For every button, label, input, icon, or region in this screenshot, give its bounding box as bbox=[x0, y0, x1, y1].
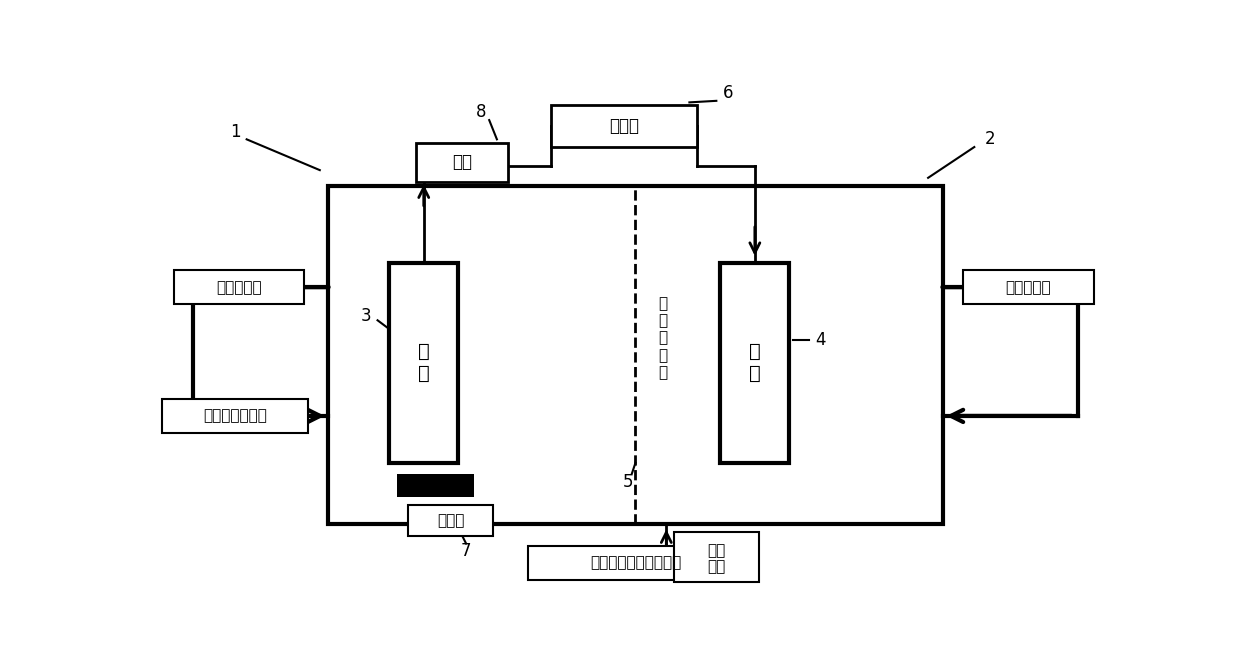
Text: 8: 8 bbox=[476, 103, 487, 121]
Bar bbox=[408, 505, 494, 536]
Text: 曝气
充氧: 曝气 充氧 bbox=[707, 544, 725, 574]
Bar bbox=[962, 270, 1094, 305]
Text: 3: 3 bbox=[361, 307, 371, 325]
Bar bbox=[720, 263, 790, 463]
Text: 1: 1 bbox=[229, 123, 241, 141]
Bar bbox=[397, 474, 474, 498]
Text: 阳
极: 阳 极 bbox=[418, 342, 429, 383]
Bar bbox=[551, 105, 697, 147]
Bar bbox=[389, 263, 459, 463]
Text: 电子: 电子 bbox=[453, 153, 472, 171]
Text: 双室型微生物燃料电池: 双室型微生物燃料电池 bbox=[590, 556, 681, 570]
Text: 2: 2 bbox=[985, 130, 994, 148]
Bar bbox=[417, 143, 508, 181]
Text: 6: 6 bbox=[723, 84, 733, 102]
Bar bbox=[174, 270, 304, 305]
Text: 阴极室出水: 阴极室出水 bbox=[1006, 279, 1052, 295]
Text: 阴
极: 阴 极 bbox=[749, 342, 760, 383]
Text: 含氮硫污水进水: 含氮硫污水进水 bbox=[203, 408, 267, 424]
Text: 7: 7 bbox=[461, 542, 471, 560]
Bar bbox=[162, 399, 309, 434]
Bar bbox=[327, 185, 944, 524]
Text: 质
子
交
换
膜: 质 子 交 换 膜 bbox=[658, 295, 667, 380]
Text: 4: 4 bbox=[815, 331, 826, 349]
Bar bbox=[675, 532, 759, 582]
Text: 5: 5 bbox=[622, 473, 634, 491]
Text: 电阻箱: 电阻箱 bbox=[609, 117, 639, 135]
Bar bbox=[528, 546, 743, 580]
Text: 阳极室出水: 阳极室出水 bbox=[216, 279, 262, 295]
Text: 搅拌子: 搅拌子 bbox=[436, 513, 465, 528]
